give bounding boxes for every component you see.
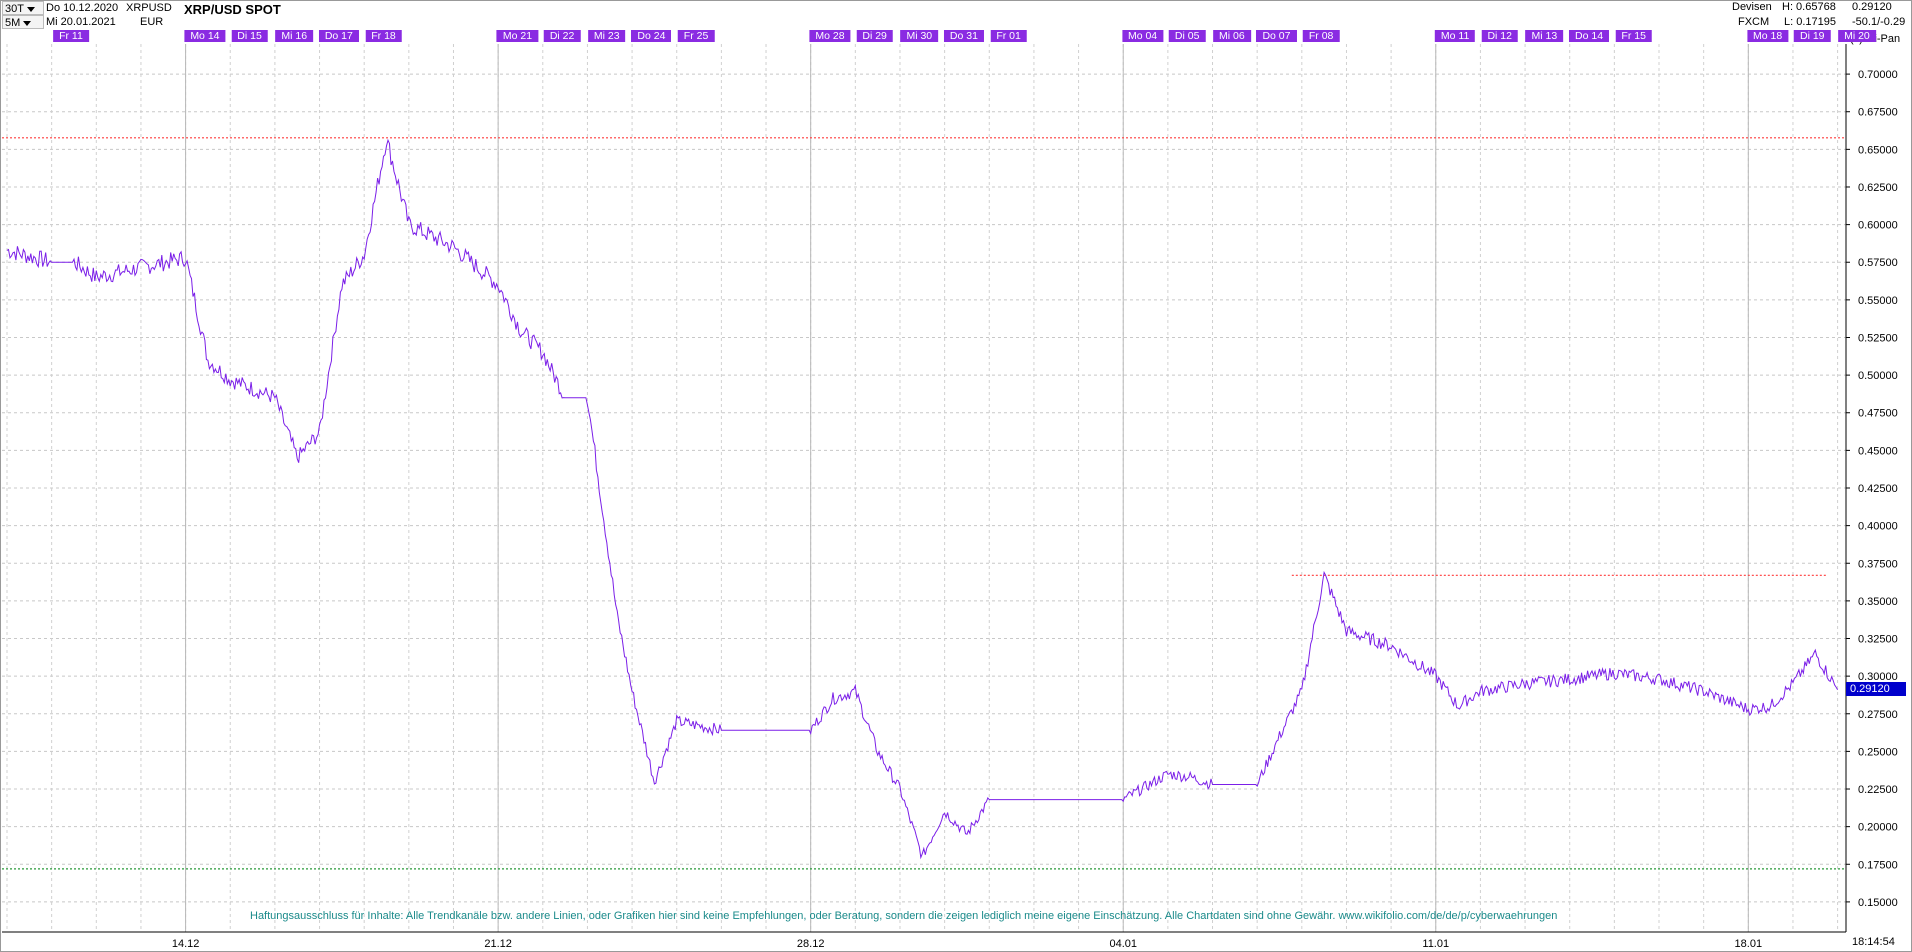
y-tick-label: 0.57500 bbox=[1858, 257, 1898, 269]
y-tick-label: 0.52500 bbox=[1858, 332, 1898, 344]
day-label: Di 19 bbox=[1794, 30, 1831, 42]
price-line bbox=[6, 138, 1839, 860]
x-tick-label: 21.12 bbox=[484, 938, 512, 950]
y-tick-label: 0.47500 bbox=[1858, 408, 1898, 420]
day-label: Di 05 bbox=[1168, 30, 1206, 42]
from-date[interactable]: Do 10.12.2020 bbox=[46, 2, 119, 14]
day-label: Mo 21 bbox=[496, 30, 539, 42]
currency-label: EUR bbox=[140, 16, 164, 28]
day-label: Mi 06 bbox=[1213, 30, 1251, 42]
day-label: Fr 25 bbox=[677, 30, 715, 42]
day-label-bar: Fr 11 Mo 14 Di 15 Mi 16 Do 17 Fr 18 Mo 21 Di 22… bbox=[0, 30, 1876, 44]
day-label: Do 17 bbox=[318, 30, 359, 42]
day-label: Mi 13 bbox=[1525, 30, 1564, 42]
day-label: Fr 11 bbox=[53, 30, 89, 42]
day-label: Mo 11 bbox=[1434, 30, 1476, 42]
y-tick-label: 0.22500 bbox=[1858, 784, 1898, 796]
y-tick-label: 0.60000 bbox=[1858, 220, 1898, 232]
day-label: Fr 01 bbox=[990, 30, 1027, 42]
y-tick-label: 0.32500 bbox=[1858, 634, 1898, 646]
last-price: 0.29120 bbox=[1852, 1, 1892, 13]
day-label: Mi 30 bbox=[900, 30, 939, 42]
day-label: Do 07 bbox=[1256, 30, 1297, 42]
x-tick-label: 11.01 bbox=[1422, 938, 1449, 950]
y-tick-label: 0.20000 bbox=[1858, 822, 1898, 834]
day-label: Di 22 bbox=[543, 30, 581, 42]
interval-select[interactable]: 30T bbox=[2, 1, 44, 15]
market-label: Devisen bbox=[1732, 1, 1772, 13]
day-label: Mo 28 bbox=[809, 30, 851, 42]
y-tick-label: 0.62500 bbox=[1858, 182, 1898, 194]
y-tick-label: 0.70000 bbox=[1858, 69, 1898, 81]
y-tick-label: 0.42500 bbox=[1858, 483, 1898, 495]
chevron-down-icon bbox=[23, 20, 32, 26]
x-tick-label: 28.12 bbox=[797, 938, 825, 950]
y-tick-label: 0.27500 bbox=[1858, 709, 1898, 721]
range-select[interactable]: 5M bbox=[2, 15, 44, 29]
day-label: Do 31 bbox=[943, 30, 984, 42]
y-tick-label: 0.67500 bbox=[1858, 107, 1898, 119]
day-label: Mi 23 bbox=[587, 30, 626, 42]
day-label: Mo 18 bbox=[1747, 30, 1789, 42]
y-tick-label: 0.50000 bbox=[1858, 370, 1898, 382]
change-value: -50.1/-0.29 bbox=[1852, 16, 1906, 28]
y-tick-label: 0.17500 bbox=[1858, 859, 1898, 871]
day-label: Mo 04 bbox=[1121, 30, 1164, 42]
y-tick-label: 0.15000 bbox=[1858, 897, 1898, 909]
x-tick-label: 04.01 bbox=[1109, 938, 1137, 950]
y-tick-label: 0.45000 bbox=[1858, 445, 1898, 457]
x-tick-label: 18.01 bbox=[1735, 938, 1763, 950]
day-label: Mi 16 bbox=[275, 30, 314, 42]
y-tick-label: 0.30000 bbox=[1858, 671, 1898, 683]
y-tick-label: 0.65000 bbox=[1858, 144, 1898, 156]
low-value: L: 0.17195 bbox=[1784, 16, 1836, 28]
day-label: Mi 20 bbox=[1838, 30, 1876, 42]
range-label: 5M bbox=[5, 17, 21, 29]
source-label: FXCM bbox=[1738, 16, 1770, 28]
to-date[interactable]: Mi 20.01.2021 bbox=[46, 16, 116, 28]
x-tick-label: 14.12 bbox=[172, 938, 200, 950]
current-price-badge: 0.29120 bbox=[1846, 682, 1906, 697]
day-label: Fr 08 bbox=[1302, 30, 1340, 42]
day-label: Do 14 bbox=[1569, 30, 1610, 42]
y-tick-label: 0.25000 bbox=[1858, 746, 1898, 758]
chart-title: XRP/USD SPOT bbox=[184, 2, 281, 17]
day-label: Di 12 bbox=[1481, 30, 1518, 42]
disclaimer-text: Haftungsausschluss für Inhalte: Alle Tre… bbox=[250, 910, 1558, 922]
chevron-down-icon bbox=[26, 6, 35, 12]
y-tick-label: 0.55000 bbox=[1858, 295, 1898, 307]
high-value: H: 0.65768 bbox=[1782, 1, 1836, 13]
clock-time: 18:14:54 bbox=[1852, 936, 1895, 948]
day-label: Do 24 bbox=[631, 30, 672, 42]
day-label: Di 15 bbox=[231, 30, 268, 42]
day-label: Fr 15 bbox=[1615, 30, 1652, 42]
day-label: Fr 18 bbox=[365, 30, 402, 42]
y-tick-label: 0.35000 bbox=[1858, 596, 1898, 608]
interval-label: 30T bbox=[5, 3, 24, 15]
y-tick-label: 0.37500 bbox=[1858, 558, 1898, 570]
day-label: Di 29 bbox=[856, 30, 893, 42]
y-tick-label: 0.40000 bbox=[1858, 521, 1898, 533]
symbol-label: XRPUSD bbox=[126, 2, 172, 14]
day-label: Mo 14 bbox=[184, 30, 226, 42]
